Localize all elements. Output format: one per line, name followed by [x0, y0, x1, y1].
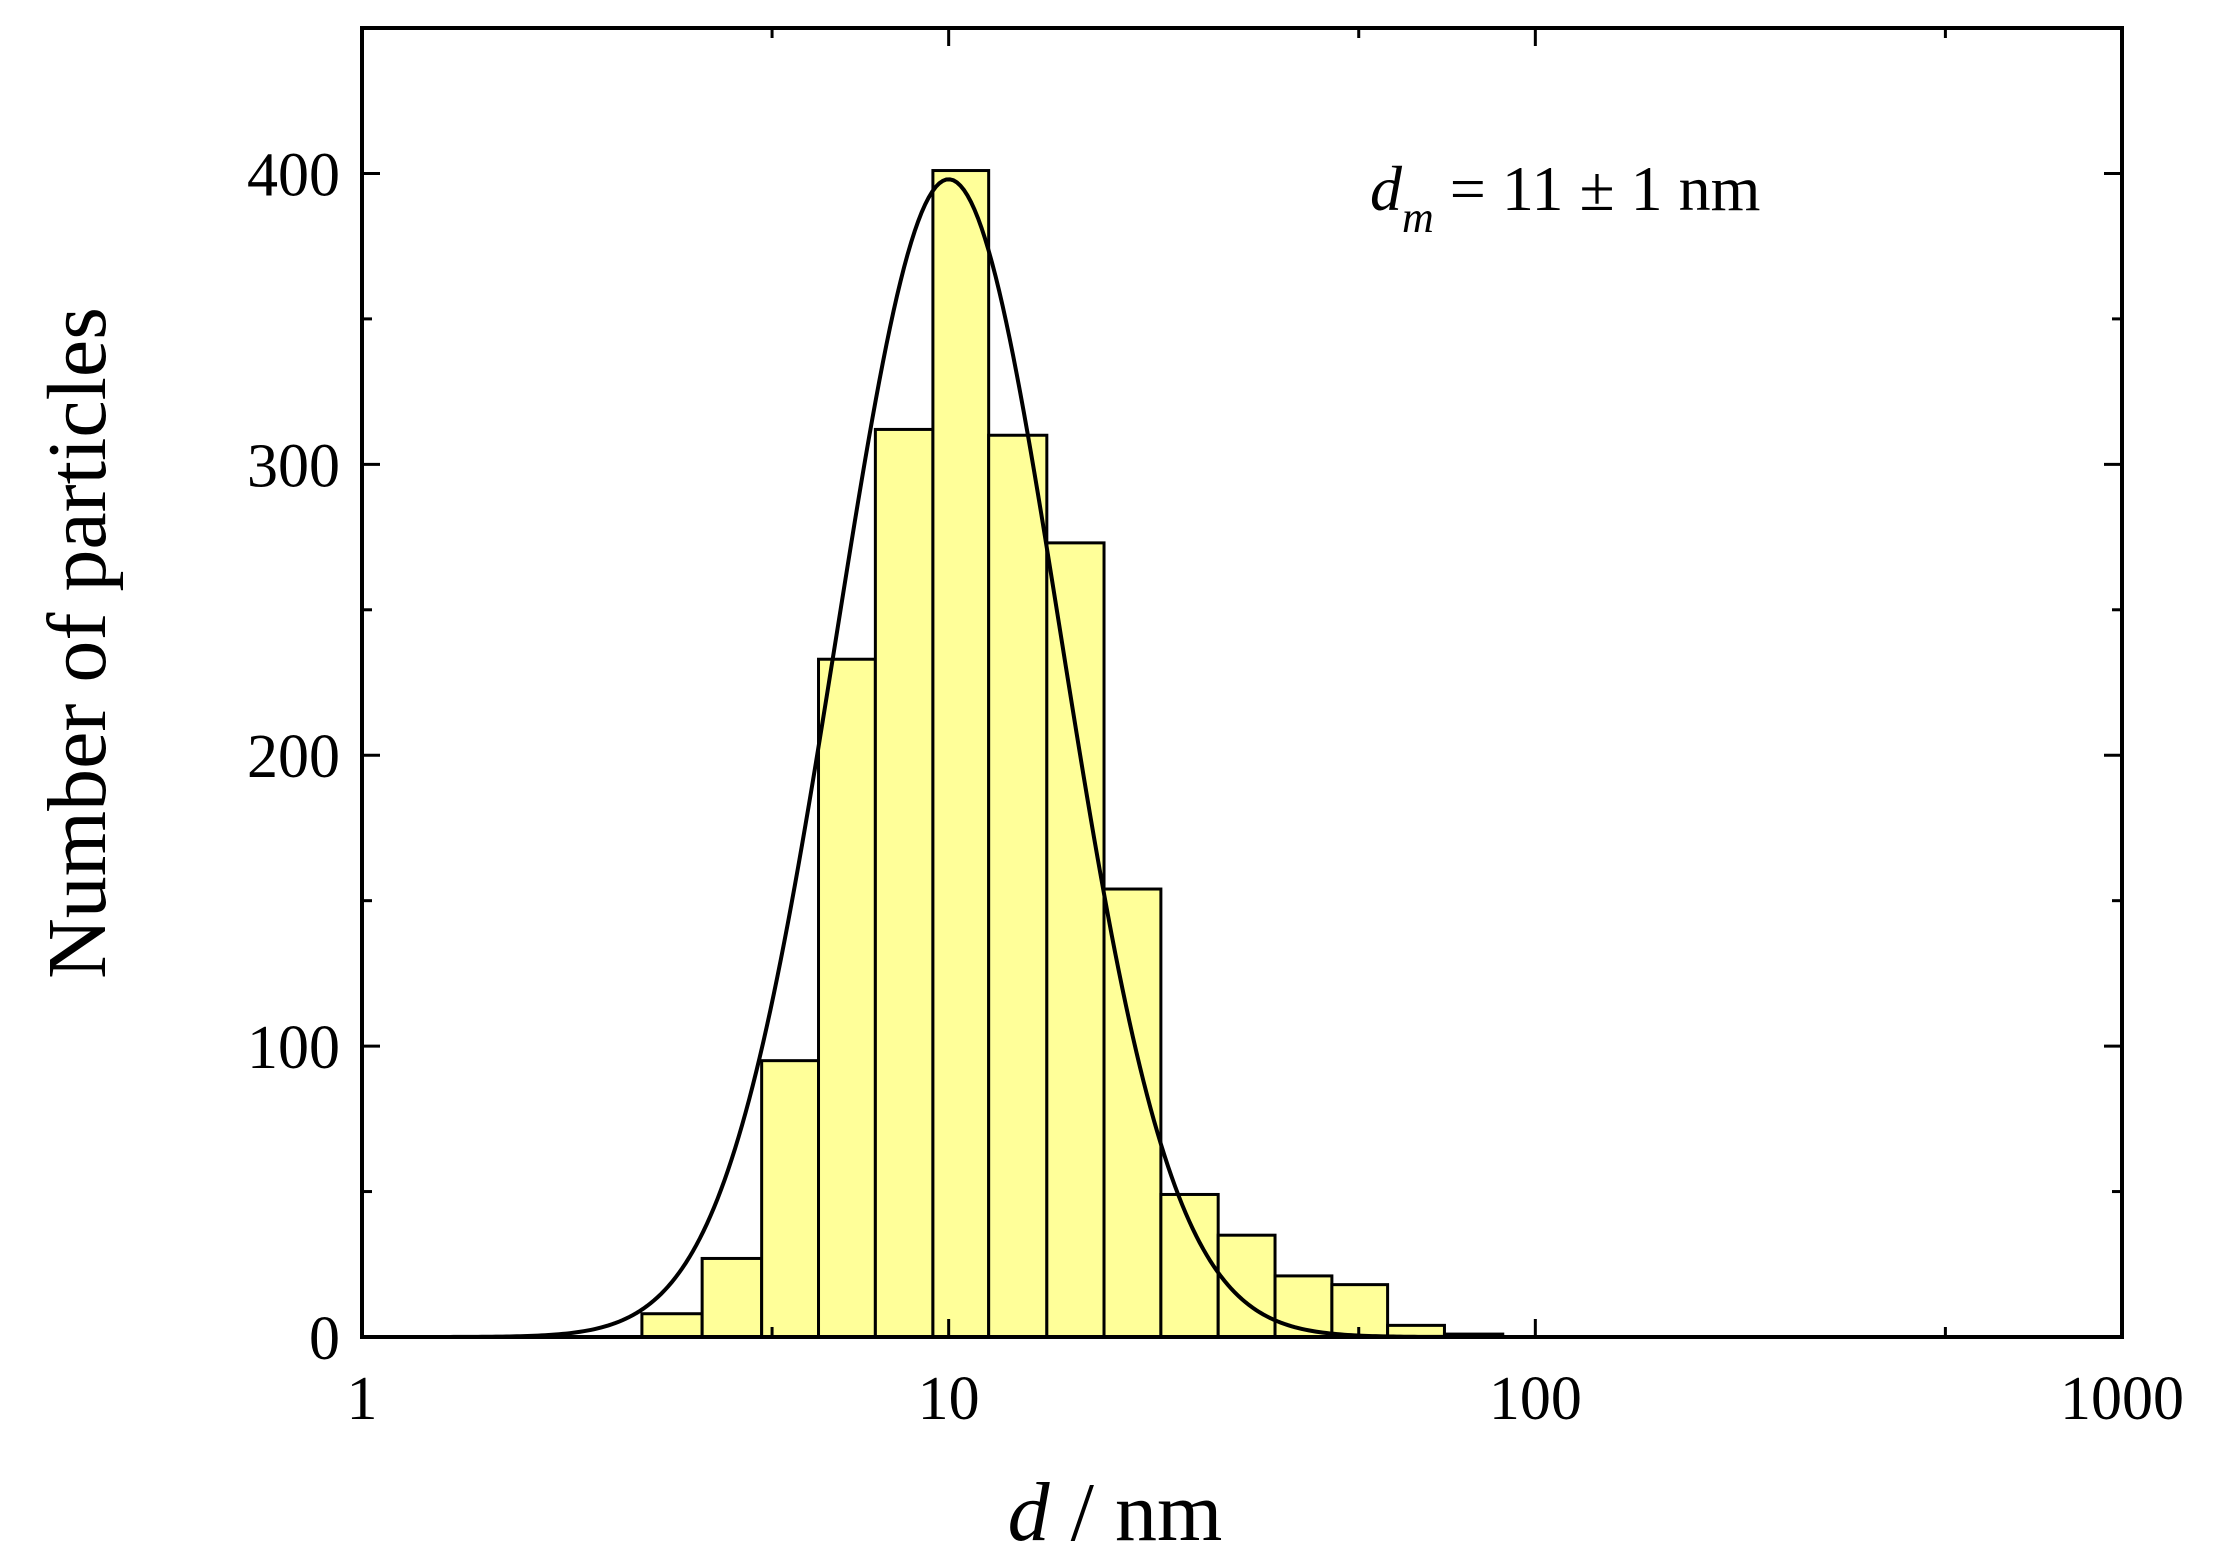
x-tick-label: 1000 [2060, 1365, 2184, 1433]
mean-diameter-annotation: dm = 11 ± 1 nm [1370, 153, 1760, 242]
tick-labels-group: 0 100 200 300 400 1 10 100 1000 [247, 141, 2184, 1433]
histogram-bar-5 [931, 169, 991, 1339]
histogram-bar-2 [760, 1059, 821, 1339]
x-tick-label: 10 [918, 1365, 980, 1433]
histogram-bar-7 [1045, 541, 1106, 1339]
y-tick-label: 400 [247, 141, 340, 209]
x-tick-label: 100 [1489, 1365, 1582, 1433]
histogram-bar-0 [640, 1312, 704, 1339]
x-axis-label: d / nm [1008, 1466, 1223, 1557]
bars-group [640, 169, 1505, 1339]
x-axis-label-unit: / nm [1050, 1466, 1223, 1557]
y-tick-label: 100 [247, 1014, 340, 1082]
y-tick-label: 200 [247, 723, 340, 791]
y-tick-label: 300 [247, 432, 340, 500]
y-axis-label: Number of particles [31, 307, 124, 979]
histogram-bar-6 [987, 433, 1049, 1339]
annotation-subscript: m [1402, 193, 1434, 242]
histogram-bar-3 [817, 657, 877, 1339]
histogram-bar-4 [873, 427, 935, 1339]
y-tick-label: 0 [309, 1305, 340, 1373]
annotation-variable: d [1370, 153, 1403, 224]
histogram-bar-1 [700, 1256, 764, 1339]
ticks-group [360, 28, 2124, 1339]
plot-frame [360, 26, 2124, 1339]
annotation-value: = 11 ± 1 nm [1434, 153, 1761, 224]
x-tick-label: 1 [347, 1365, 378, 1433]
x-axis-label-variable: d [1008, 1466, 1051, 1557]
histogram-bar-9 [1159, 1192, 1220, 1339]
fit-curve [362, 177, 2122, 1339]
